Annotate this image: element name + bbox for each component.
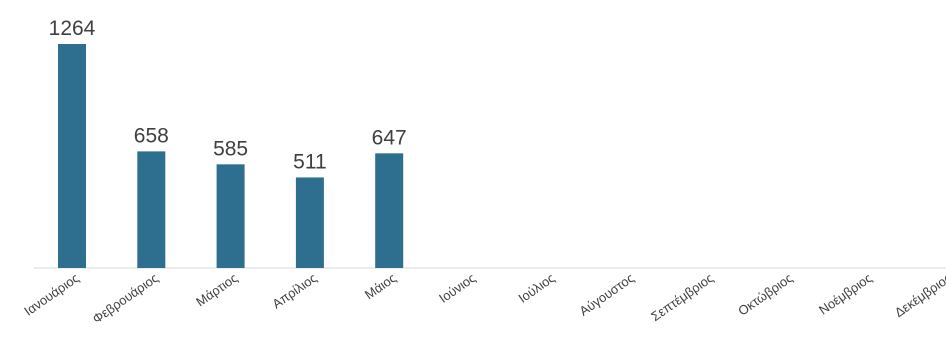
bars-group [58, 44, 404, 268]
bar-1 [58, 44, 86, 268]
data-label-3: 585 [213, 137, 248, 160]
bar-5 [375, 153, 404, 268]
data-label-4: 511 [293, 150, 326, 173]
x-tick-label-7: Ιούλιος [515, 270, 557, 306]
x-tick-label-5: Μάιος [362, 270, 399, 302]
data-label-5: 647 [372, 126, 407, 149]
x-tick-label-8: Αύγουστος [577, 270, 637, 318]
x-tick-label-4: Απρίλιος [269, 270, 319, 311]
x-tick-label-1: Ιανουάριος [21, 270, 81, 319]
bar-4 [295, 177, 324, 268]
x-tick-label-12: Δεκέμβριος [892, 270, 946, 320]
x-tick-label-3: Μάρτιος [193, 270, 240, 309]
data-label-1: 1264 [49, 17, 96, 40]
x-tick-labels-group: Ιανουάριος Φεβρουάριος Μάρτιος Απρίλιος Μάιο… [21, 270, 946, 326]
data-labels-group: 1264 658 585 511 647 [49, 17, 407, 173]
x-tick-label-9: Σεπτέμβριος [648, 270, 716, 324]
bar-2 [137, 151, 166, 268]
x-tick-label-2: Φεβρουάριος [90, 270, 161, 326]
x-tick-label-11: Νοέμβριος [816, 270, 875, 317]
x-tick-label-10: Οκτώβριος [735, 270, 795, 318]
x-tick-label-6: Ιούνιος [436, 270, 478, 306]
data-label-2: 658 [134, 124, 169, 147]
bar-3 [216, 164, 245, 268]
